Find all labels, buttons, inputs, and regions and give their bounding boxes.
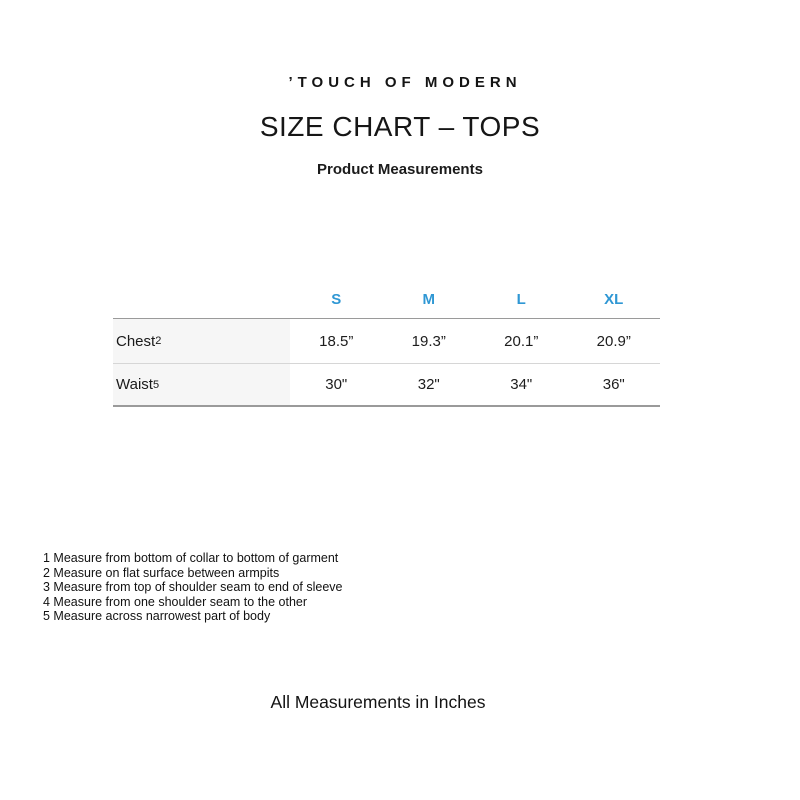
size-table-header-row: S M L XL	[113, 280, 660, 319]
cell-waist-m: 32"	[417, 376, 440, 393]
cell-waist-s: 30"	[325, 376, 348, 393]
footer-note: All Measurements in Inches	[270, 692, 486, 712]
row-label-chest: Chest 2	[113, 319, 290, 363]
row-label-text: Waist	[116, 376, 153, 393]
footnote-4: 4 Measure from one shoulder seam to the …	[43, 594, 308, 609]
page-title: SIZE CHART – TOPS	[259, 111, 541, 142]
header-spacer-cell	[113, 280, 290, 318]
cell-chest-s: 18.5”	[319, 332, 354, 350]
row-label-waist: Waist 5	[113, 364, 290, 405]
cell-chest-m: 19.3”	[411, 332, 446, 350]
table-row-chest: Chest 2 18.5” 19.3” 20.1” 20.9”	[113, 319, 660, 364]
column-header-l: L	[516, 290, 526, 308]
table-row-waist: Waist 5 30" 32" 34" 36"	[113, 364, 660, 407]
footnote-3: 3 Measure from top of shoulder seam to e…	[43, 580, 343, 595]
size-table: S M L XL Chest 2 18.5” 19.3” 20.1” 20.9” …	[113, 280, 660, 407]
cell-waist-l: 34"	[510, 376, 533, 393]
footnote-5: 5 Measure across narrowest part of body	[43, 609, 271, 624]
subtitle: Product Measurements	[317, 161, 483, 178]
cell-chest-l: 20.1”	[504, 332, 539, 350]
row-label-text: Chest	[116, 332, 156, 350]
column-header-s: S	[331, 290, 342, 308]
footnote-1: 1 Measure from bottom of collar to botto…	[43, 551, 339, 565]
cell-chest-xl: 20.9”	[596, 332, 631, 350]
column-header-xl: XL	[604, 290, 624, 308]
cell-waist-xl: 36"	[602, 376, 625, 393]
column-header-m: M	[422, 290, 436, 308]
measurement-footnotes: 1 Measure from bottom of collar to botto…	[43, 551, 342, 624]
brand-logo: ’TOUCH OF MODERN	[288, 74, 522, 91]
footnote-2: 2 Measure on flat surface between armpit…	[43, 565, 280, 580]
